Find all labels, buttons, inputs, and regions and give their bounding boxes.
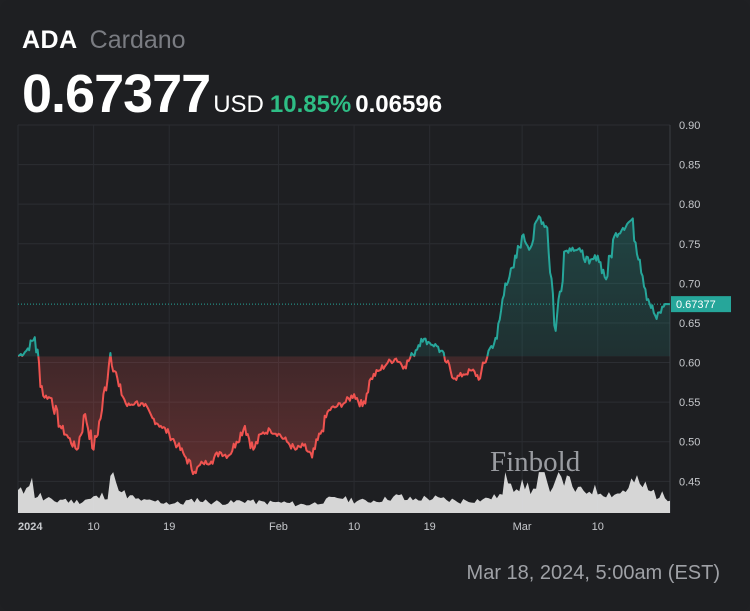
fill-below-area: [18, 356, 670, 475]
price-line-above: [18, 215, 670, 357]
currency-label: USD: [213, 91, 264, 118]
y-axis: 0.45 0.50 0.55 0.60 0.65 0.70 0.75 0.80 0.85 0.90: [679, 120, 700, 488]
y-tick-label: 0.70: [679, 278, 700, 290]
y-tick-label: 0.65: [679, 318, 700, 330]
price-line: 0.67377: [18, 215, 731, 476]
y-tick-label: 0.80: [679, 199, 700, 211]
x-tick-label: 10: [348, 521, 360, 533]
x-tick-label: 10: [87, 521, 99, 533]
fill-above-baseline: [18, 216, 670, 357]
volume-area: [18, 472, 670, 513]
x-tick-label: 2024: [18, 521, 43, 533]
y-tick-label: 0.50: [679, 437, 700, 449]
volume-shape: [18, 472, 670, 513]
y-tick-label: 0.55: [679, 397, 700, 409]
x-tick-label: 19: [424, 521, 436, 533]
baseline-fill: [18, 216, 670, 475]
price-line-below: [18, 356, 489, 476]
price-change-percent: 10.85%: [269, 91, 352, 118]
x-axis: 2024 10 19 Feb 10 19 Mar 10: [18, 521, 604, 533]
y-tick-label: 0.90: [679, 120, 700, 132]
timestamp: Mar 18, 2024, 5:00am (EST): [466, 562, 720, 584]
current-price: 0.67377: [22, 64, 211, 124]
fill-above-area: [18, 216, 670, 357]
asset-title-row: ADA Cardano: [22, 26, 442, 55]
asset-header: ADA Cardano 0.67377 USD 10.85% 0.06596: [22, 26, 442, 121]
x-tick-label: Feb: [269, 521, 288, 533]
x-tick-label: 19: [163, 521, 175, 533]
asset-symbol: ADA: [22, 26, 78, 54]
last-price-badge: [671, 296, 731, 313]
y-tick-label: 0.85: [679, 160, 700, 172]
y-tick-label: 0.60: [679, 358, 700, 370]
price-change-value: 0.06596: [355, 91, 443, 118]
y-tick-label: 0.75: [679, 239, 700, 251]
x-tick-label: Mar: [513, 521, 532, 533]
finbold-watermark: Finbold: [490, 446, 581, 478]
price-line-down: [18, 356, 489, 476]
price-line-up: [18, 215, 670, 357]
fill-below-baseline: [18, 356, 670, 475]
price-row: 0.67377 USD 10.85% 0.06596: [22, 67, 442, 121]
last-price-label: 0.67377: [676, 299, 716, 311]
asset-name: Cardano: [89, 26, 186, 54]
x-tick-label: 10: [592, 521, 604, 533]
y-tick-label: 0.45: [679, 476, 700, 488]
